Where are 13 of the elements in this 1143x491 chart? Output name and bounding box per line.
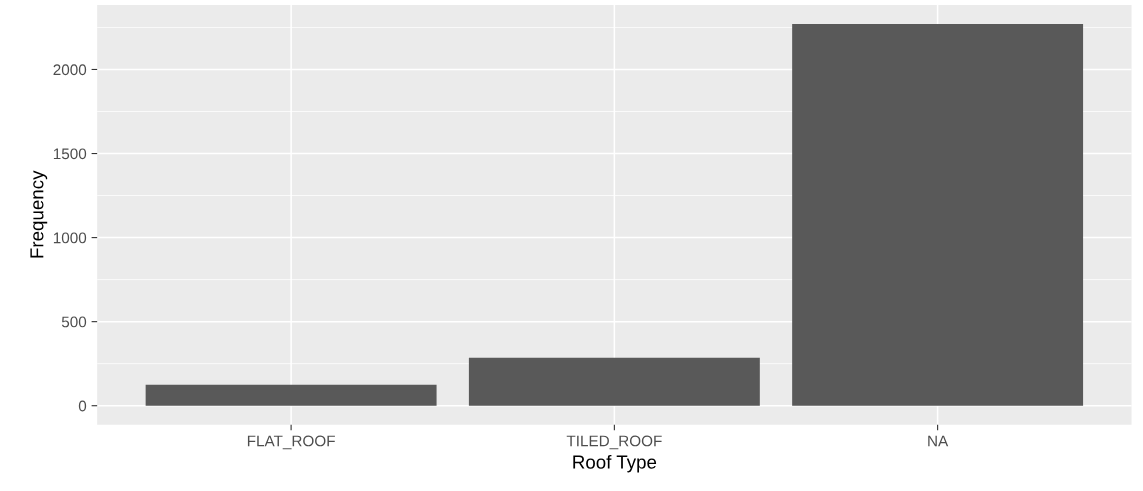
y-tick-label: 0 xyxy=(78,400,87,412)
x-axis-title: Roof Type xyxy=(573,454,657,473)
x-tick-label: FLAT_ROOF xyxy=(247,435,335,450)
y-tick-label: 1000 xyxy=(53,232,87,244)
y-tick-label: 2000 xyxy=(53,64,87,76)
bar xyxy=(468,357,760,406)
y-axis-title: Frequency xyxy=(30,170,48,258)
bar xyxy=(792,24,1084,406)
bar xyxy=(145,384,437,406)
y-tick-label: 1500 xyxy=(53,148,87,160)
x-tick-label: TILED_ROOF xyxy=(566,435,662,450)
x-tick-label: NA xyxy=(928,435,949,447)
y-tick-label: 500 xyxy=(61,316,87,328)
